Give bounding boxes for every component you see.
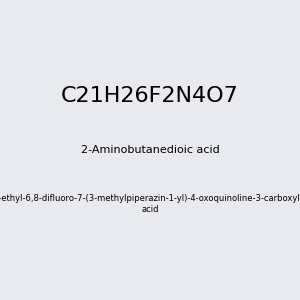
Text: 2-Aminobutanedioic acid: 2-Aminobutanedioic acid	[81, 145, 219, 155]
Text: C21H26F2N4O7: C21H26F2N4O7	[61, 86, 239, 106]
Text: 1-ethyl-6,8-difluoro-7-(3-methylpiperazin-1-yl)-4-oxoquinoline-3-carboxylic acid: 1-ethyl-6,8-difluoro-7-(3-methylpiperazi…	[0, 194, 300, 214]
